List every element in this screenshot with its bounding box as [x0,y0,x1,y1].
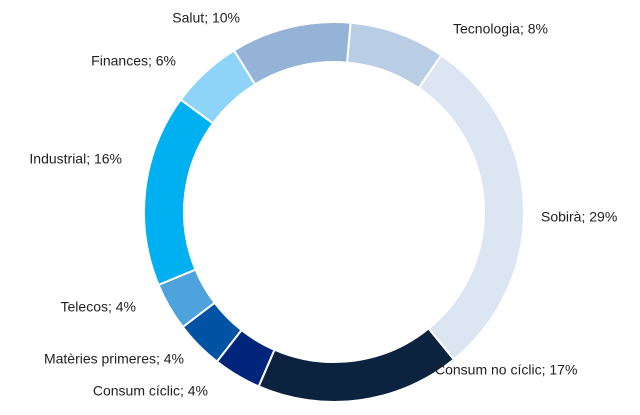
donut-slice [232,21,352,86]
slice-label: Consum no cíclic; 17% [435,362,577,378]
donut-slice [417,53,525,361]
donut-slice [143,98,215,287]
donut-slice [257,327,456,403]
slice-label: Telecos; 4% [61,299,136,315]
slice-label: Matèries primeres; 4% [44,351,184,367]
slice-label: Consum cíclic; 4% [93,383,208,399]
slice-label: Salut; 10% [172,10,240,26]
slice-label: Industrial; 16% [29,151,122,167]
slice-label: Sobirà; 29% [541,209,617,225]
slice-label: Finances; 6% [91,53,176,69]
slice-label: Tecnologia; 8% [453,21,548,37]
